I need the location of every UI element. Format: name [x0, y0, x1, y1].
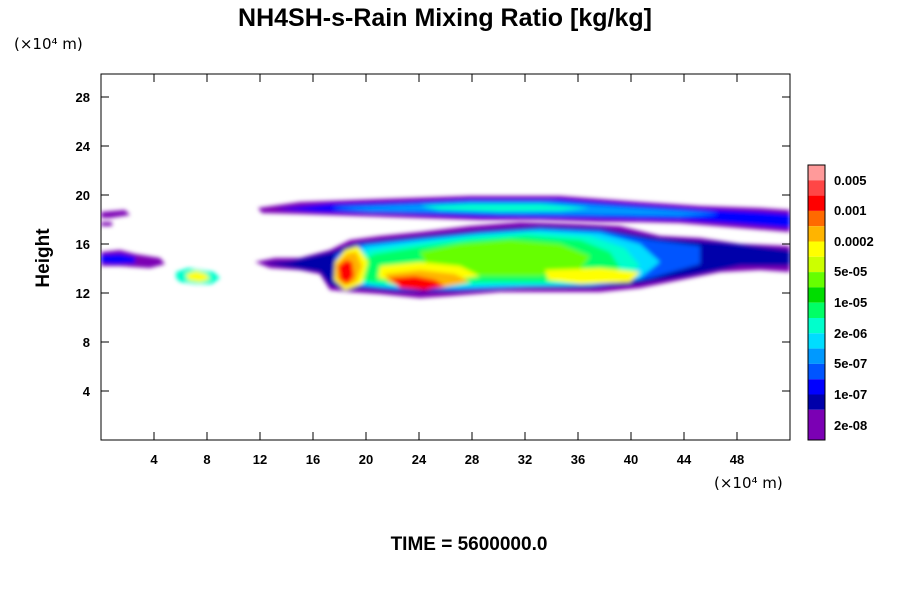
x-tick-label: 44 — [677, 452, 692, 467]
time-label: TIME = 5600000.0 — [391, 534, 548, 555]
left-layer-blue — [101, 254, 135, 264]
colorbar-label: 2e-08 — [834, 418, 867, 433]
x-tick-label: 36 — [571, 452, 585, 467]
colorbar-label: 1e-05 — [834, 295, 867, 310]
x-unit-label: (×10⁴ m) — [714, 474, 783, 492]
colorbar-swatch — [808, 272, 825, 288]
region-upper-anvil — [258, 196, 790, 232]
isolated-cell-inner — [186, 271, 210, 282]
y-tick-label: 16 — [76, 237, 90, 252]
x-tick-label: 32 — [518, 452, 532, 467]
colorbar-label: 1e-07 — [834, 387, 867, 402]
colorbar-swatch — [808, 287, 825, 303]
x-tick-label: 40 — [624, 452, 638, 467]
colorbar-swatch — [808, 363, 825, 380]
colorbar-label: 0.0002 — [834, 234, 874, 249]
y-axis-ticks — [101, 96, 790, 392]
colorbar-swatch — [808, 210, 825, 227]
colorbar-swatch — [808, 180, 825, 196]
colorbar-swatch — [808, 256, 825, 273]
colorbar-label: 5e-05 — [834, 264, 867, 279]
main-layer-brightgreen — [420, 240, 590, 276]
y-unit-label: (×10⁴ m) — [14, 35, 83, 53]
colorbar-swatch — [808, 241, 825, 257]
x-tick-label: 24 — [412, 452, 427, 467]
chart-title: NH4SH-s-Rain Mixing Ratio [kg/kg] — [238, 4, 652, 32]
x-tick-label: 16 — [306, 452, 320, 467]
upper-anvil-cyan — [420, 204, 590, 212]
region-main-layer — [255, 222, 790, 298]
main-layer-orange — [336, 252, 470, 288]
colorbar-swatch — [808, 318, 825, 334]
main-layer-red — [338, 260, 445, 290]
y-tick-label: 12 — [76, 286, 90, 301]
x-tick-label: 48 — [730, 452, 744, 467]
colorbar-label: 0.005 — [834, 173, 867, 188]
x-axis-ticks — [153, 74, 738, 440]
y-tick-label: 20 — [76, 188, 90, 203]
colorbar-label: 5e-07 — [834, 356, 867, 371]
x-tick-label: 28 — [465, 452, 479, 467]
x-tick-labels: 4 8 12 16 20 24 28 32 36 40 44 48 — [150, 452, 744, 467]
colorbar-swatch — [808, 379, 825, 395]
colorbar-swatch — [808, 195, 825, 211]
colorbar-swatch — [808, 409, 825, 440]
colorbar-swatch — [808, 394, 825, 410]
colorbar: 0.005 0.001 0.0002 5e-05 1e-05 2e-06 5e-… — [807, 164, 874, 441]
y-tick-label: 24 — [76, 139, 91, 154]
x-tick-label: 12 — [253, 452, 267, 467]
y-tick-labels: 4 8 12 16 20 24 28 — [76, 90, 91, 399]
x-tick-label: 4 — [150, 452, 158, 467]
region-left — [101, 210, 220, 284]
x-tick-label: 8 — [203, 452, 210, 467]
y-tick-label: 4 — [83, 384, 91, 399]
y-tick-label: 28 — [76, 90, 90, 105]
colorbar-label: 2e-06 — [834, 326, 867, 341]
contour-field — [101, 196, 790, 298]
left-thin-layer — [101, 210, 130, 226]
colorbar-swatch — [808, 226, 825, 242]
colorbar-frame — [807, 164, 826, 441]
colorbar-swatch — [808, 348, 825, 364]
colorbar-swatch — [808, 302, 825, 318]
x-tick-label: 20 — [359, 452, 373, 467]
colorbar-label: 0.001 — [834, 203, 867, 218]
plot-area: 4 8 12 16 20 24 28 32 36 40 44 48 4 8 12… — [76, 73, 791, 467]
colorbar-swatch — [808, 333, 825, 349]
colorbar-swatch — [808, 165, 825, 181]
y-tick-label: 8 — [83, 335, 90, 350]
y-axis-label: Height — [33, 228, 54, 288]
